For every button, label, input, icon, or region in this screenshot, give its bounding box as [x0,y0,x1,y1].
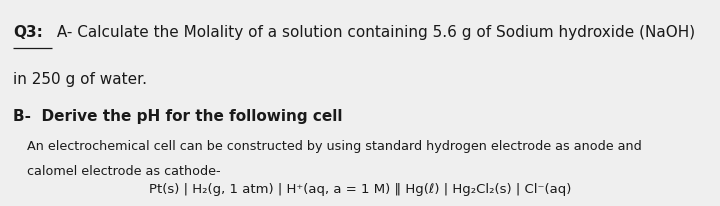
Text: A- Calculate the Molality of a solution containing 5.6 g of Sodium hydroxide (Na: A- Calculate the Molality of a solution … [52,25,695,40]
Text: Pt(s) | H₂(g, 1 atm) | H⁺(aq, a = 1 M) ‖ Hg(ℓ) | Hg₂Cl₂(s) | Cl⁻(aq): Pt(s) | H₂(g, 1 atm) | H⁺(aq, a = 1 M) ‖… [149,183,571,196]
Text: in 250 g of water.: in 250 g of water. [13,72,147,87]
Text: calomel electrode as cathode-: calomel electrode as cathode- [27,165,221,178]
Text: An electrochemical cell can be constructed by using standard hydrogen electrode : An electrochemical cell can be construct… [27,140,642,153]
Text: Q3:: Q3: [13,25,42,40]
Text: B-  Derive the pH for the following cell: B- Derive the pH for the following cell [13,109,343,124]
